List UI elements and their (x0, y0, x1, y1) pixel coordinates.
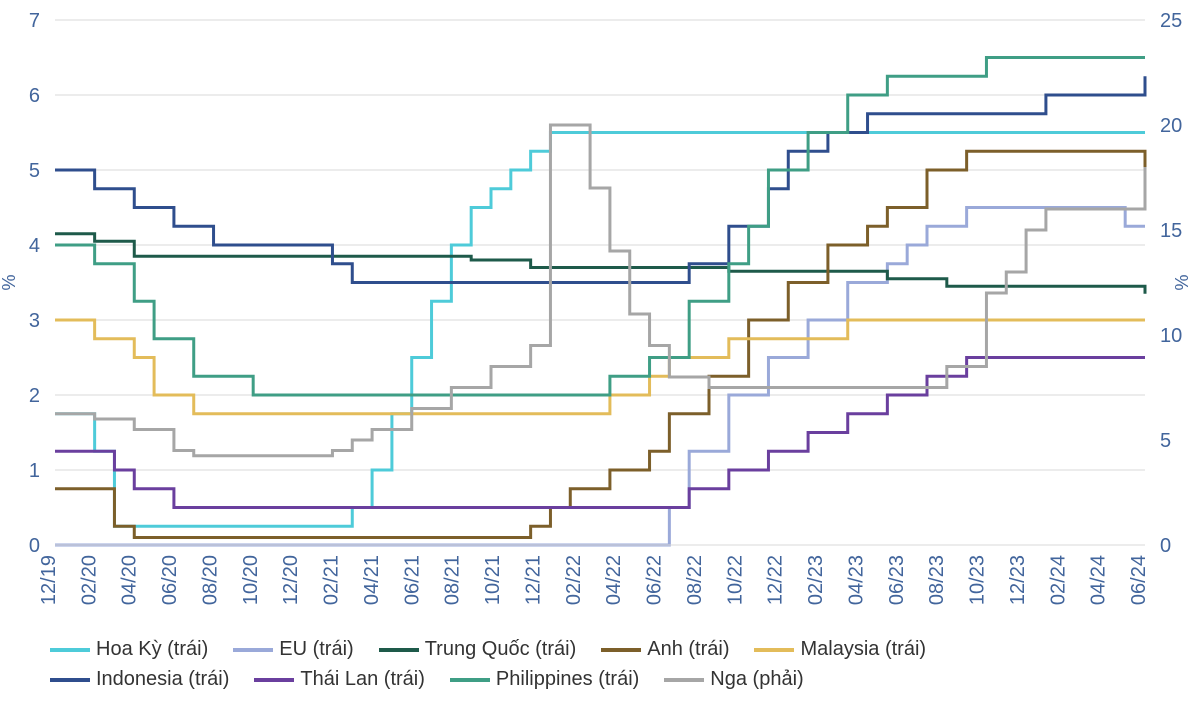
legend-swatch (254, 678, 294, 682)
svg-text:04/21: 04/21 (361, 555, 383, 605)
svg-text:%: % (1172, 274, 1192, 290)
svg-text:1: 1 (29, 460, 40, 482)
legend-swatch (450, 678, 490, 682)
svg-text:04/20: 04/20 (119, 555, 141, 605)
legend-label: Trung Quốc (trái) (425, 638, 577, 661)
legend-item-anh: Anh (trái) (601, 638, 729, 661)
svg-text:02/22: 02/22 (563, 555, 585, 605)
legend-swatch (379, 648, 419, 652)
svg-text:04/24: 04/24 (1088, 555, 1110, 605)
chart-svg: 0 1 2 3 4 5 6 7 0 5 10 15 20 25%% 12/19 02/20 04/20 06/20… (0, 0, 1200, 640)
svg-text:6: 6 (29, 85, 40, 107)
svg-text:06/24: 06/24 (1128, 555, 1150, 605)
legend-label: Nga (phải) (710, 668, 803, 691)
svg-text:5: 5 (1160, 430, 1171, 452)
svg-text:12/23: 12/23 (1007, 555, 1029, 605)
svg-text:25: 25 (1160, 10, 1182, 32)
svg-text:15: 15 (1160, 220, 1182, 242)
svg-text:06/20: 06/20 (159, 555, 181, 605)
legend-item-indonesia: Indonesia (trái) (50, 668, 229, 691)
legend-item-thailan: Thái Lan (trái) (254, 668, 425, 691)
legend-label: EU (trái) (279, 638, 353, 661)
svg-text:10/21: 10/21 (482, 555, 504, 605)
legend-swatch (233, 648, 273, 652)
legend-swatch (754, 648, 794, 652)
svg-text:0: 0 (29, 535, 40, 557)
legend-row-1: Hoa Kỳ (trái) EU (trái) Trung Quốc (trái) A… (50, 638, 1150, 663)
svg-text:02/23: 02/23 (805, 555, 827, 605)
legend-row-2: Indonesia (trái) Thái Lan (trái) Philippin… (50, 668, 1150, 693)
svg-text:08/20: 08/20 (199, 555, 221, 605)
legend-item-nga: Nga (phải) (664, 668, 803, 691)
svg-text:10/20: 10/20 (240, 555, 262, 605)
svg-text:20: 20 (1160, 115, 1182, 137)
svg-text:10/23: 10/23 (967, 555, 989, 605)
svg-text:02/20: 02/20 (78, 555, 100, 605)
legend-swatch (50, 648, 90, 652)
svg-text:12/22: 12/22 (765, 555, 787, 605)
chart-container: 0 1 2 3 4 5 6 7 0 5 10 15 20 25%% 12/19 02/20 04/20 06/20… (0, 0, 1200, 706)
legend-label: Thái Lan (trái) (300, 668, 425, 691)
svg-text:7: 7 (29, 10, 40, 32)
svg-text:02/21: 02/21 (321, 555, 343, 605)
svg-text:10/22: 10/22 (724, 555, 746, 605)
legend-item-hoaky: Hoa Kỳ (trái) (50, 638, 208, 661)
svg-text:06/23: 06/23 (886, 555, 908, 605)
svg-text:12/20: 12/20 (280, 555, 302, 605)
legend-item-trungquoc: Trung Quốc (trái) (379, 638, 577, 661)
legend-label: Indonesia (trái) (96, 668, 229, 691)
svg-text:0: 0 (1160, 535, 1171, 557)
legend-swatch (601, 648, 641, 652)
svg-text:3: 3 (29, 310, 40, 332)
legend-swatch (50, 678, 90, 682)
svg-text:06/22: 06/22 (644, 555, 666, 605)
svg-text:08/22: 08/22 (684, 555, 706, 605)
svg-text:4: 4 (29, 235, 40, 257)
svg-text:2: 2 (29, 385, 40, 407)
svg-text:06/21: 06/21 (401, 555, 423, 605)
legend-swatch (664, 678, 704, 682)
svg-text:08/23: 08/23 (926, 555, 948, 605)
svg-text:12/19: 12/19 (38, 555, 60, 605)
svg-text:04/23: 04/23 (845, 555, 867, 605)
legend-label: Malaysia (trái) (800, 638, 926, 661)
svg-text:12/21: 12/21 (522, 555, 544, 605)
svg-text:5: 5 (29, 160, 40, 182)
legend-label: Anh (trái) (647, 638, 729, 661)
legend-label: Philippines (trái) (496, 668, 639, 691)
legend-label: Hoa Kỳ (trái) (96, 638, 208, 661)
svg-text:04/22: 04/22 (603, 555, 625, 605)
svg-text:10: 10 (1160, 325, 1182, 347)
legend-item-malaysia: Malaysia (trái) (754, 638, 926, 661)
svg-text:08/21: 08/21 (442, 555, 464, 605)
legend-item-eu: EU (trái) (233, 638, 353, 661)
legend-item-philippines: Philippines (trái) (450, 668, 639, 691)
svg-text:%: % (0, 274, 19, 290)
svg-text:02/24: 02/24 (1047, 555, 1069, 605)
